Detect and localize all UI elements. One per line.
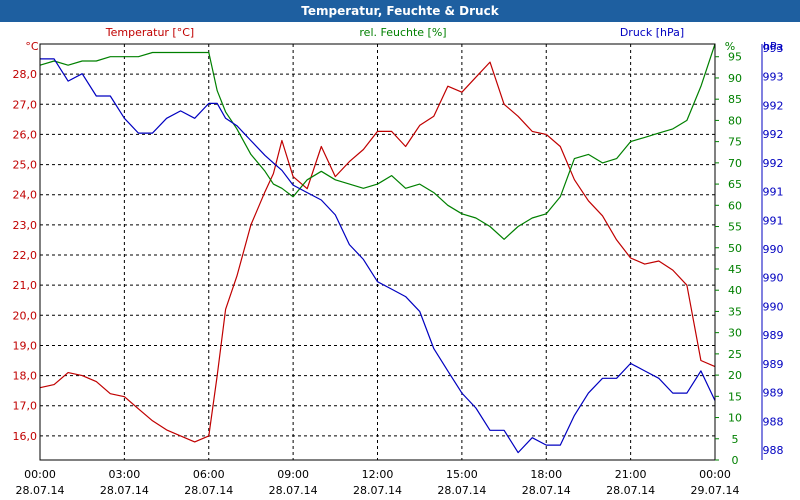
x-tick-label-time: 15:00 [446, 468, 478, 481]
y-right1-tick-label: 0 [732, 454, 739, 467]
series-layer [39, 43, 716, 454]
y-right2-tick-label: 990 [763, 300, 784, 313]
y-left-tick-label: 16,0 [13, 430, 38, 443]
y-left-tick-label: 22,0 [13, 249, 38, 262]
label-layer: °C Temperatur [°C] rel. Feuchte [%] Druc… [25, 26, 783, 53]
y-left-tick-label: 28,0 [13, 68, 38, 81]
legend-temperature: Temperatur [°C] [105, 26, 194, 39]
x-tick-label-date: 28.07.14 [269, 484, 318, 497]
y-right2-tick-label: 989 [763, 358, 784, 371]
y-left-tick-label: 20,0 [13, 309, 38, 322]
axis-layer: 00:00 28.07.14 03:00 28.07.14 06:00 28.07.14 0… [13, 42, 784, 497]
y-right2-tick-label: 991 [763, 214, 784, 227]
series-line-right2 [40, 58, 716, 454]
y-left-tick-label: 25,0 [13, 159, 38, 172]
chart-title: Temperatur, Feuchte & Druck [301, 4, 499, 18]
y-left-tick-label: 21,0 [13, 279, 38, 292]
x-tick-label-time: 00:00 [699, 468, 731, 481]
x-tick-label-time: 06:00 [193, 468, 225, 481]
legend-humidity: rel. Feuchte [%] [359, 26, 446, 39]
left-axis-unit: °C [25, 40, 39, 53]
y-left-tick-label: 23,0 [13, 219, 38, 232]
x-tick-label-date: 28.07.14 [437, 484, 486, 497]
y-right1-tick-label: 45 [728, 263, 742, 276]
grid-layer [40, 44, 715, 460]
y-right2-tick-label: 992 [763, 99, 784, 112]
x-tick-label-time: 18:00 [530, 468, 562, 481]
x-tick-label-date: 28.07.14 [353, 484, 402, 497]
y-right1-tick-label: 65 [728, 178, 742, 191]
x-tick-label-time: 09:00 [277, 468, 309, 481]
y-right1-tick-label: 50 [728, 242, 742, 255]
y-right2-tick-label: 992 [763, 157, 784, 170]
y-left-tick-label: 26,0 [13, 128, 38, 141]
y-right1-tick-label: 55 [728, 221, 742, 234]
legend-pressure: Druck [hPa] [620, 26, 684, 39]
y-right2-tick-label: 990 [763, 272, 784, 285]
y-right1-tick-label: 70 [728, 157, 742, 170]
y-left-tick-label: 18,0 [13, 370, 38, 383]
y-right2-tick-label: 991 [763, 186, 784, 199]
y-right1-tick-label: 40 [728, 284, 742, 297]
series-line-left [39, 61, 716, 443]
y-left-tick-label: 24,0 [13, 189, 38, 202]
y-right2-tick-label: 992 [763, 128, 784, 141]
x-tick-label-date: 28.07.14 [184, 484, 233, 497]
chart-title-bar: Temperatur, Feuchte & Druck [0, 0, 800, 22]
x-tick-label-date: 28.07.14 [100, 484, 149, 497]
x-tick-label-date: 28.07.14 [606, 484, 655, 497]
y-right1-tick-label: 20 [728, 369, 742, 382]
x-tick-label-date: 29.07.14 [691, 484, 740, 497]
x-tick-label-time: 03:00 [109, 468, 141, 481]
x-tick-label-date: 28.07.14 [16, 484, 65, 497]
y-right1-tick-label: 80 [728, 114, 742, 127]
series-line-right1 [39, 43, 716, 240]
y-right2-tick-label: 989 [763, 387, 784, 400]
y-right1-tick-label: 75 [728, 136, 742, 149]
y-right1-tick-label: 15 [728, 390, 742, 403]
y-right2-tick-label: 990 [763, 243, 784, 256]
y-right2-tick-label: 989 [763, 329, 784, 342]
x-tick-label-time: 12:00 [362, 468, 394, 481]
y-right1-tick-label: 25 [728, 348, 742, 361]
y-right1-tick-label: 90 [728, 72, 742, 85]
y-right1-tick-label: 60 [728, 199, 742, 212]
x-tick-label-time: 00:00 [24, 468, 56, 481]
y-left-tick-label: 17,0 [13, 400, 38, 413]
y-right1-tick-label: 85 [728, 93, 742, 106]
y-right1-tick-label: 10 [728, 412, 742, 425]
y-right1-tick-label: 30 [728, 327, 742, 340]
y-left-tick-label: 27,0 [13, 98, 38, 111]
y-right2-tick-label: 988 [763, 444, 784, 457]
y-right1-tick-label: 35 [728, 305, 742, 318]
x-tick-label-date: 28.07.14 [522, 484, 571, 497]
y-right2-tick-label: 993 [763, 42, 784, 55]
right-axis-humidity-unit: % [725, 40, 735, 53]
right-axis-pressure-unit: hPa [763, 40, 783, 53]
y-right2-tick-label: 988 [763, 415, 784, 428]
y-right1-tick-label: 95 [728, 51, 742, 64]
y-right2-tick-label: 993 [763, 71, 784, 84]
plot-frame [39, 43, 716, 461]
y-left-tick-label: 19,0 [13, 339, 38, 352]
x-tick-label-time: 21:00 [615, 468, 647, 481]
y-right1-tick-label: 5 [732, 433, 739, 446]
